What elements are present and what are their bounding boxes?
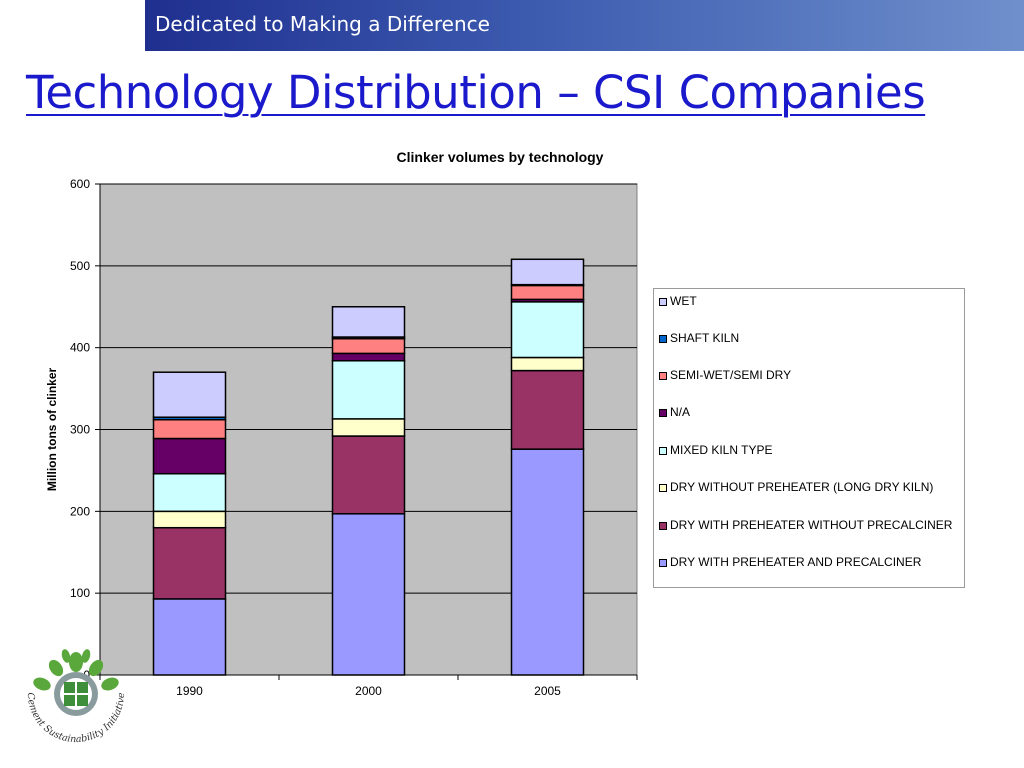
y-tick-label: 400 — [70, 341, 90, 355]
bar-segment-2000-1 — [331, 435, 406, 515]
bar-segment-2005-1 — [510, 369, 585, 450]
legend-item: WET — [658, 294, 958, 309]
legend-item: N/A — [658, 405, 958, 420]
legend-swatch — [659, 409, 667, 417]
x-tick-label: 2005 — [534, 684, 561, 698]
legend-item: SEMI-WET/SEMI DRY — [658, 368, 958, 383]
bar-segment-2000-3 — [331, 360, 406, 420]
legend-swatch — [659, 522, 667, 530]
bar-segment-2005-5 — [510, 284, 585, 301]
legend-item: DRY WITH PREHEATER AND PRECALCINER — [658, 555, 958, 570]
bar-segment-1990-3 — [152, 472, 227, 513]
bar-segment-2000-0 — [331, 513, 406, 676]
legend-swatch — [659, 335, 667, 343]
bar-segment-1990-5 — [152, 418, 227, 440]
legend-item: DRY WITH PREHEATER WITHOUT PRECALCINER — [658, 518, 958, 533]
legend-label: N/A — [670, 405, 691, 419]
legend-label: SHAFT KILN — [670, 331, 740, 345]
bar-segment-2000-5 — [331, 337, 406, 355]
bar-segment-1990-7 — [152, 371, 227, 418]
legend-swatch — [659, 298, 667, 306]
bar-segment-2005-2 — [510, 356, 585, 372]
y-axis-label: Million tons of clinker — [45, 368, 59, 492]
legend-swatch — [659, 372, 667, 380]
legend-swatch — [659, 484, 667, 492]
y-tick-label: 500 — [70, 259, 90, 273]
legend-swatch — [659, 447, 667, 455]
x-tick-label: 2000 — [355, 684, 382, 698]
bar-segment-2000-7 — [331, 306, 406, 338]
legend-label: DRY WITHOUT PREHEATER (LONG DRY KILN) — [670, 480, 934, 494]
bar-segment-2005-7 — [510, 258, 585, 286]
y-tick-label: 300 — [70, 423, 90, 437]
y-tick-label: 100 — [70, 586, 90, 600]
legend-label: DRY WITH PREHEATER WITHOUT PRECALCINER — [670, 518, 953, 532]
y-tick-label: 600 — [70, 177, 90, 191]
bar-segment-2000-4 — [331, 352, 406, 362]
legend-label: DRY WITH PREHEATER AND PRECALCINER — [670, 555, 922, 569]
chart-title: Clinker volumes by technology — [396, 149, 604, 165]
bar-segment-1990-0 — [152, 598, 227, 676]
legend-swatch — [659, 559, 667, 567]
bar-segment-2005-3 — [510, 301, 585, 359]
csi-leaf-logo-icon: Cement Sustainability Initiative — [25, 649, 127, 745]
legend-label: MIXED KILN TYPE — [670, 443, 773, 457]
chart-legend: WET SHAFT KILN SEMI-WET/SEMI DRY N/A MIXED K… — [653, 288, 965, 588]
bar-segment-1990-1 — [152, 526, 227, 600]
header-tagline: Dedicated to Making a Difference — [155, 12, 490, 36]
bar-segment-1990-2 — [152, 510, 227, 529]
slide-title[interactable]: Technology Distribution – CSI Companies — [26, 66, 926, 119]
legend-item: MIXED KILN TYPE — [658, 443, 958, 458]
y-tick-label: 200 — [70, 504, 90, 518]
legend-item: DRY WITHOUT PREHEATER (LONG DRY KILN) — [658, 480, 958, 495]
x-tick-label: 1990 — [176, 684, 203, 698]
bar-segment-2005-0 — [510, 448, 585, 676]
bar-segment-2000-2 — [331, 418, 406, 437]
legend-label: SEMI-WET/SEMI DRY — [670, 368, 792, 382]
legend-item: SHAFT KILN — [658, 331, 958, 346]
header-bar: Dedicated to Making a Difference — [145, 0, 1024, 51]
legend-label: WET — [670, 294, 697, 308]
bar-segment-1990-4 — [152, 437, 227, 475]
